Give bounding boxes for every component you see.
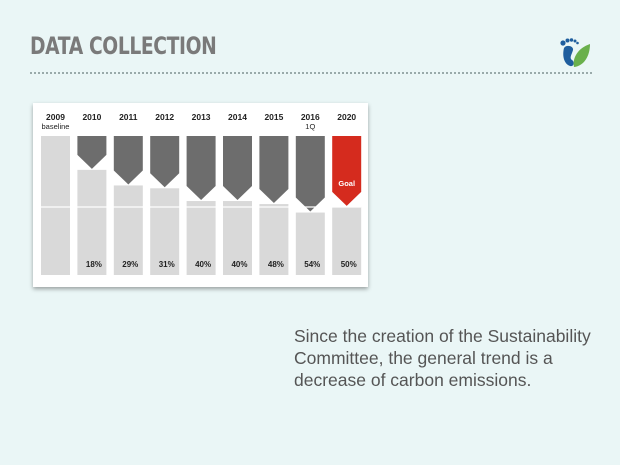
chart-card: 2009 baseline 2010 18% 2011 29% 2012 31% 2013 40%…: [33, 103, 368, 287]
remaining-bar: [41, 136, 70, 275]
reduction-arrow: [77, 136, 107, 169]
year-sublabel: 1Q: [305, 122, 315, 131]
goal-label: Goal: [338, 179, 355, 188]
reduction-arrow: [150, 136, 180, 188]
dotted-divider: [30, 72, 592, 74]
reduction-arrow: [259, 136, 289, 204]
year-label: 2013: [192, 112, 211, 122]
year-label: 2020: [337, 112, 356, 122]
remaining-bar: [259, 204, 289, 275]
page-title: DATA COLLECTION: [30, 32, 217, 60]
reduction-arrow: [223, 136, 252, 201]
remaining-bar: [223, 201, 252, 275]
footprint-leaf-icon: [560, 38, 590, 67]
remaining-bar: [332, 206, 362, 275]
value-label: 50%: [341, 260, 357, 269]
year-sublabel: baseline: [42, 122, 70, 131]
remaining-bar: [113, 185, 143, 275]
remaining-bar: [295, 212, 325, 275]
year-label: 2009: [46, 112, 65, 122]
caption-text: Since the creation of the Sustainability…: [294, 326, 591, 390]
year-label: 2016: [301, 112, 320, 122]
value-label: 29%: [122, 260, 138, 269]
year-label: 2012: [155, 112, 174, 122]
value-label: 40%: [195, 260, 211, 269]
reduction-arrow: [113, 136, 143, 185]
remaining-bar: [77, 169, 107, 275]
year-label: 2014: [228, 112, 247, 122]
reduction-arrow: [186, 136, 216, 201]
value-label: 18%: [86, 260, 102, 269]
year-label: 2015: [264, 112, 283, 122]
goal-arrow: [332, 136, 362, 206]
reduction-arrow: [295, 136, 325, 212]
value-label: 40%: [231, 260, 247, 269]
value-label: 54%: [304, 260, 320, 269]
year-label: 2011: [119, 112, 138, 122]
remaining-bar: [150, 188, 180, 275]
value-label: 48%: [268, 260, 284, 269]
remaining-bar: [186, 201, 216, 275]
value-label: 31%: [159, 260, 175, 269]
year-label: 2010: [82, 112, 101, 122]
